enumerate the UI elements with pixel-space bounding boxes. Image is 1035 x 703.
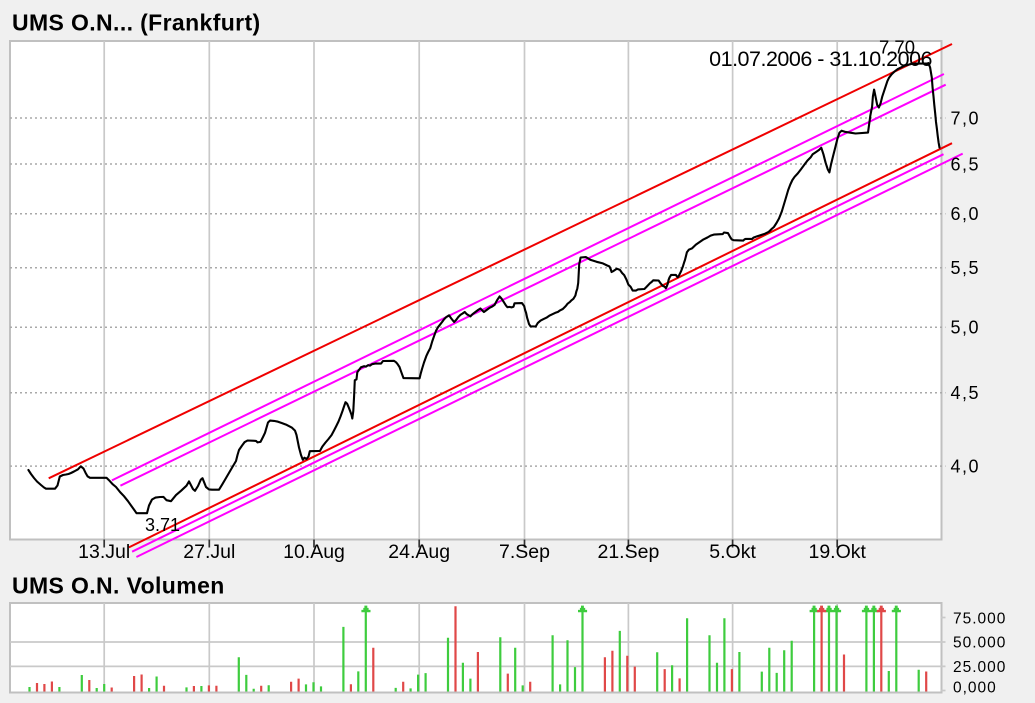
svg-text:01.07.2006 - 31.10.2006: 01.07.2006 - 31.10.2006: [709, 47, 932, 71]
svg-text:4,0: 4,0: [951, 457, 981, 477]
svg-text:6,0: 6,0: [951, 204, 981, 224]
svg-text:6,5: 6,5: [951, 154, 981, 174]
svg-text:75.000: 75.000: [953, 610, 1006, 627]
svg-text:10.Aug: 10.Aug: [283, 541, 345, 563]
svg-text:5,5: 5,5: [951, 258, 981, 278]
svg-text:7,0: 7,0: [951, 108, 981, 128]
svg-text:4,5: 4,5: [951, 383, 981, 403]
svg-text:UMS O.N... (Frankfurt): UMS O.N... (Frankfurt): [12, 10, 261, 36]
svg-text:5.Okt: 5.Okt: [709, 541, 756, 563]
svg-text:0,000: 0,000: [953, 679, 997, 696]
svg-text:25.000: 25.000: [953, 659, 1006, 676]
svg-text:7.70: 7.70: [879, 37, 915, 58]
svg-text:5,0: 5,0: [951, 318, 981, 338]
svg-text:21.Sep: 21.Sep: [597, 541, 659, 563]
svg-text:19.Okt: 19.Okt: [808, 541, 866, 563]
svg-text:24.Aug: 24.Aug: [388, 541, 450, 563]
svg-text:27.Jul: 27.Jul: [183, 541, 235, 563]
svg-text:UMS O.N. Volumen: UMS O.N. Volumen: [12, 573, 225, 599]
svg-text:7.Sep: 7.Sep: [499, 541, 550, 563]
svg-text:3.71: 3.71: [145, 515, 180, 535]
svg-text:50.000: 50.000: [953, 635, 1006, 652]
svg-text:13.Jul: 13.Jul: [78, 541, 130, 563]
